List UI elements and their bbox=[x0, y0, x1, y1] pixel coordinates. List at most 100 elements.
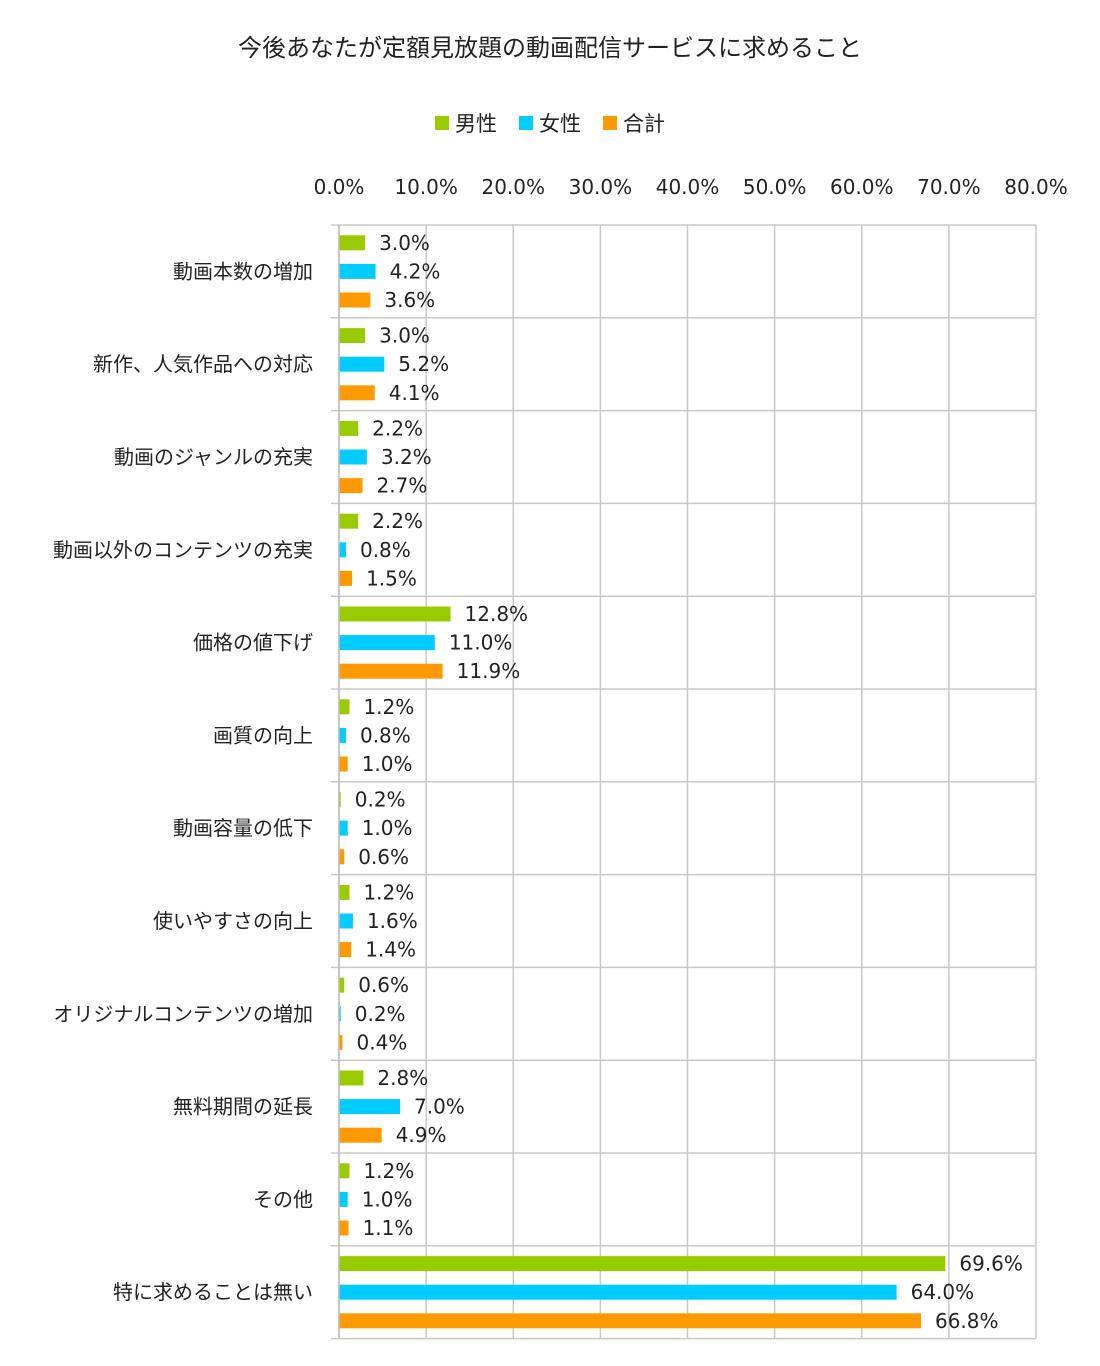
data-label: 0.8% bbox=[360, 538, 411, 562]
data-label: 3.2% bbox=[381, 445, 432, 469]
category-label: 動画のジャンルの充実 bbox=[114, 445, 313, 469]
category-label: 新作、人気作品への対応 bbox=[93, 352, 313, 376]
x-tick-label: 60.0% bbox=[830, 175, 894, 199]
bar bbox=[339, 1034, 343, 1050]
data-label: 1.2% bbox=[363, 880, 414, 904]
bar bbox=[339, 292, 371, 308]
bar bbox=[339, 849, 345, 865]
bar bbox=[339, 570, 353, 586]
data-label: 1.0% bbox=[362, 1187, 413, 1211]
bar bbox=[339, 263, 376, 279]
x-tick-label: 70.0% bbox=[917, 175, 981, 199]
bar bbox=[339, 727, 346, 743]
data-label: 2.2% bbox=[372, 416, 423, 440]
legend-swatch-male bbox=[435, 116, 449, 130]
data-label: 3.0% bbox=[379, 324, 430, 348]
bar bbox=[339, 606, 451, 622]
category-label: その他 bbox=[253, 1187, 313, 1211]
bar bbox=[339, 1070, 364, 1086]
bar bbox=[339, 385, 375, 401]
data-label: 5.2% bbox=[398, 352, 449, 376]
legend-label-female: 女性 bbox=[539, 112, 581, 136]
data-label: 3.6% bbox=[384, 288, 435, 312]
data-label: 2.2% bbox=[372, 509, 423, 533]
data-label: 0.6% bbox=[358, 973, 409, 997]
x-tick-label: 0.0% bbox=[314, 175, 365, 199]
data-label: 1.1% bbox=[363, 1216, 414, 1240]
data-label: 0.6% bbox=[358, 845, 409, 869]
x-tick-label: 50.0% bbox=[743, 175, 807, 199]
legend-item-male: 男性 bbox=[435, 108, 497, 138]
data-label: 1.4% bbox=[365, 938, 416, 962]
data-label: 1.2% bbox=[363, 695, 414, 719]
bar bbox=[339, 820, 348, 836]
legend-label-total: 合計 bbox=[623, 112, 665, 136]
data-label: 1.5% bbox=[366, 566, 417, 590]
category-label: 動画本数の増加 bbox=[173, 259, 313, 283]
category-label: オリジナルコンテンツの増加 bbox=[53, 1002, 313, 1026]
bar bbox=[339, 942, 352, 958]
data-label: 7.0% bbox=[414, 1095, 465, 1119]
data-label: 0.8% bbox=[360, 723, 411, 747]
data-label: 11.9% bbox=[457, 659, 521, 683]
data-label: 69.6% bbox=[959, 1252, 1023, 1276]
data-label: 3.0% bbox=[379, 231, 430, 255]
data-label: 1.0% bbox=[362, 816, 413, 840]
bar bbox=[339, 328, 366, 344]
x-tick-label: 80.0% bbox=[1004, 175, 1068, 199]
bar bbox=[339, 420, 359, 436]
x-tick-label: 20.0% bbox=[481, 175, 545, 199]
bar bbox=[339, 1127, 382, 1143]
legend-item-total: 合計 bbox=[603, 108, 665, 138]
bar bbox=[339, 542, 346, 558]
bar bbox=[339, 884, 350, 900]
bar bbox=[339, 1006, 341, 1022]
data-label: 11.0% bbox=[449, 631, 513, 655]
legend-swatch-total bbox=[603, 116, 617, 130]
data-label: 1.2% bbox=[363, 1159, 414, 1183]
bar bbox=[339, 513, 359, 529]
data-label: 4.9% bbox=[396, 1123, 447, 1147]
bar bbox=[339, 449, 367, 465]
data-label: 4.2% bbox=[390, 259, 441, 283]
category-label: 動画以外のコンテンツの充実 bbox=[53, 538, 313, 562]
data-label: 0.4% bbox=[356, 1030, 407, 1054]
bar bbox=[339, 635, 435, 651]
category-label: 使いやすさの向上 bbox=[153, 909, 313, 933]
category-label: 画質の向上 bbox=[213, 723, 313, 747]
data-label: 64.0% bbox=[911, 1280, 975, 1304]
bar bbox=[339, 699, 350, 715]
chart-title: 今後あなたが定額見放題の動画配信サービスに求めること bbox=[238, 34, 862, 62]
x-tick-label: 40.0% bbox=[656, 175, 720, 199]
bar bbox=[339, 1313, 921, 1329]
bar bbox=[339, 1256, 946, 1272]
bar bbox=[339, 1099, 400, 1115]
bar bbox=[339, 663, 443, 679]
bar bbox=[339, 1191, 348, 1207]
bar bbox=[339, 478, 363, 494]
bar bbox=[339, 235, 366, 251]
data-label: 0.2% bbox=[355, 1002, 406, 1026]
data-label: 12.8% bbox=[465, 602, 529, 626]
data-label: 0.2% bbox=[355, 788, 406, 812]
x-tick-label: 30.0% bbox=[569, 175, 633, 199]
bar bbox=[339, 1220, 349, 1236]
data-label: 66.8% bbox=[935, 1309, 999, 1333]
bar bbox=[339, 356, 385, 372]
category-label: 価格の値下げ bbox=[193, 631, 313, 655]
legend-item-female: 女性 bbox=[519, 108, 581, 138]
legend-swatch-female bbox=[519, 116, 533, 130]
bar bbox=[339, 792, 341, 808]
data-label: 1.0% bbox=[362, 752, 413, 776]
x-tick-label: 10.0% bbox=[394, 175, 458, 199]
legend-label-male: 男性 bbox=[455, 112, 497, 136]
category-label: 無料期間の延長 bbox=[173, 1095, 313, 1119]
data-label: 2.7% bbox=[377, 474, 428, 498]
bar bbox=[339, 977, 345, 993]
category-label: 特に求めることは無い bbox=[113, 1280, 313, 1304]
bar bbox=[339, 1284, 897, 1300]
bar bbox=[339, 913, 353, 929]
bar bbox=[339, 756, 348, 772]
legend: 男性 女性 合計 bbox=[0, 108, 1100, 138]
bar bbox=[339, 1163, 350, 1179]
